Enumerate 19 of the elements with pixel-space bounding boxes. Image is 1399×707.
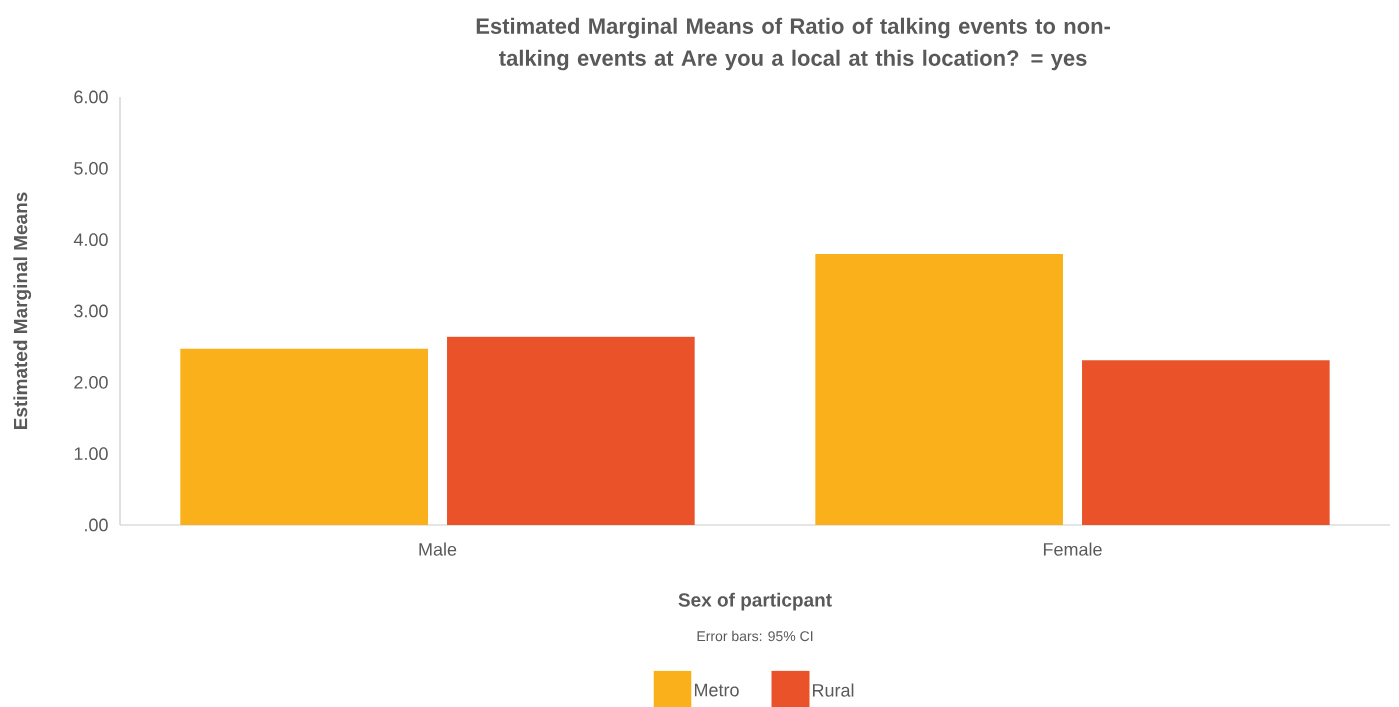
- y-axis-title: Estimated Marginal Means: [13, 192, 32, 430]
- y-tick-label: 4.00: [73, 233, 108, 247]
- y-tick-label: .00: [85, 518, 108, 532]
- x-tick-label: Female: [1043, 542, 1102, 556]
- y-tick-label: 5.00: [74, 161, 108, 175]
- x-axis-title: Sex of particpant: [678, 592, 832, 611]
- y-tick-label: 2.00: [74, 375, 108, 389]
- y-tick-label: 3.00: [74, 304, 108, 318]
- bar: [180, 348, 428, 525]
- text: Error bars: 95% CI: [697, 630, 813, 642]
- chart-title: Estimated Marginal Means of Ratio of talking events to non-talking events at Are you a local at this location? = yes: [476, 17, 1111, 71]
- legend-label: Rural: [812, 683, 854, 697]
- bar: [447, 336, 695, 525]
- x-tick-label: Male: [419, 542, 457, 556]
- bar: [1082, 360, 1330, 525]
- bar: [815, 253, 1063, 525]
- y-tick-label: 6.00: [74, 90, 108, 104]
- legend-label: Metro: [694, 683, 739, 697]
- y-tick-label: 1.00: [74, 447, 108, 461]
